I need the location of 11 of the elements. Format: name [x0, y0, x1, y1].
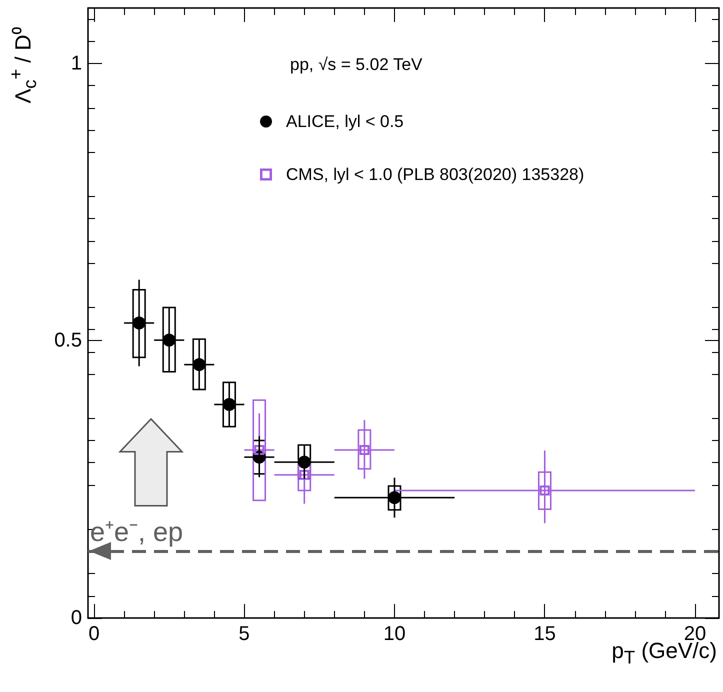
- ref-line-label: e⁺e⁻, ep: [90, 516, 184, 547]
- y-tick-label: 0.5: [54, 330, 82, 352]
- x-tick-label: 10: [383, 623, 406, 645]
- x-tick-label: 5: [238, 623, 250, 645]
- y-tick-label: 1: [70, 52, 82, 74]
- x-tick-label: 0: [88, 623, 100, 645]
- legend-label: ALICE, lyl < 0.5: [286, 112, 404, 131]
- legend-label: CMS, lyl < 1.0 (PLB 803(2020) 135328): [286, 165, 584, 184]
- x-tick-label: 15: [534, 623, 556, 645]
- legend-title: pp, √s = 5.02 TeV: [290, 55, 424, 74]
- y-tick-label: 0: [70, 607, 82, 629]
